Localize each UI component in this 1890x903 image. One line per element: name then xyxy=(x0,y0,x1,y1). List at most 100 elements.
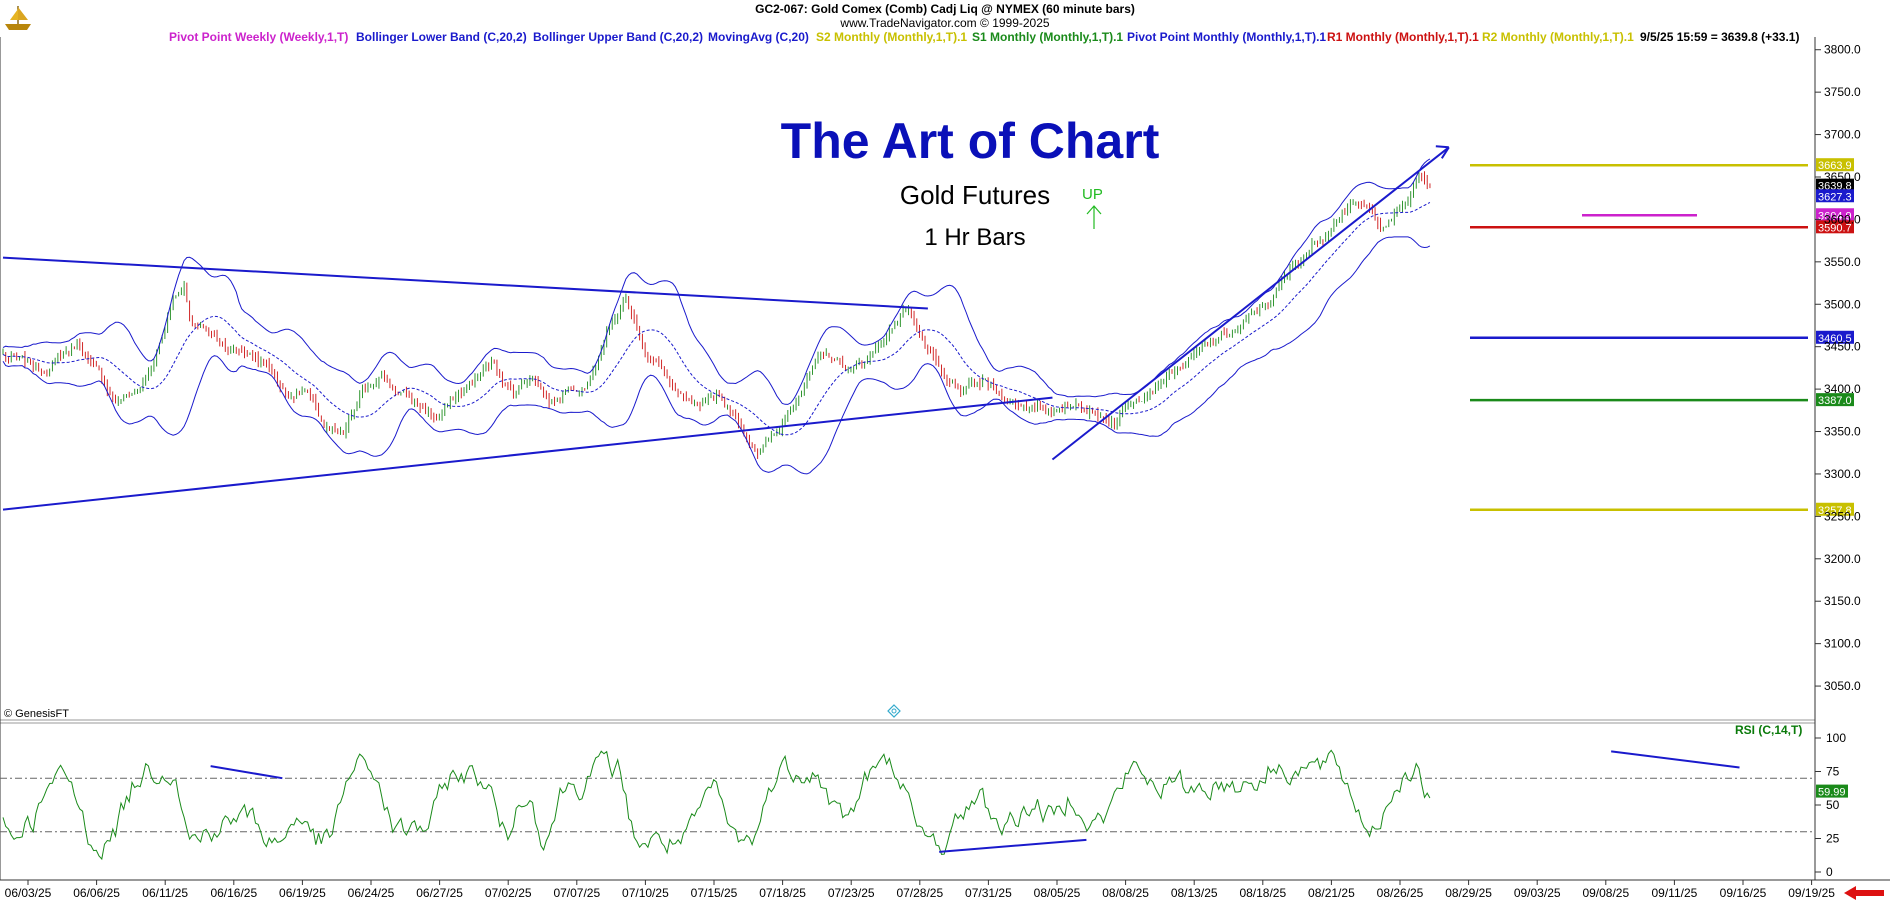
price-tick-label: 3600.0 xyxy=(1824,212,1861,226)
rsi-value-label: 59.99 xyxy=(1818,787,1846,799)
bollinger-upper-line xyxy=(2,158,1431,405)
legend-s2-monthly[interactable]: S2 Monthly (Monthly,1,T).1 xyxy=(816,30,968,44)
legend-pivot-weekly[interactable]: Pivot Point Weekly (Weekly,1,T) xyxy=(169,30,349,44)
price-tick-label: 3300.0 xyxy=(1824,467,1861,481)
bollinger-lower-line xyxy=(2,236,1431,475)
level-value-box xyxy=(1816,158,1854,172)
rsi-tick-label: 100 xyxy=(1826,731,1846,745)
moving-average-line xyxy=(2,201,1431,436)
date-tick-label: 08/13/25 xyxy=(1171,886,1218,900)
date-tick-label: 08/05/25 xyxy=(1034,886,1081,900)
rsi-divergence-line-0 xyxy=(210,765,283,780)
legend-r1-monthly[interactable]: R1 Monthly (Monthly,1,T).1 xyxy=(1327,30,1479,44)
date-tick-label: 06/19/25 xyxy=(279,886,326,900)
date-tick-label: 08/26/25 xyxy=(1377,886,1424,900)
genesis-copyright: © GenesisFT xyxy=(4,708,69,720)
timeframe-subtitle: 1 Hr Bars xyxy=(924,224,1026,251)
scroll-left-arrow-icon[interactable] xyxy=(1842,885,1886,901)
price-tick-label: 3750.0 xyxy=(1824,85,1861,99)
up-marker: UP xyxy=(1082,186,1103,203)
trendline-2 xyxy=(1051,146,1450,461)
date-tick-label: 07/02/25 xyxy=(485,886,532,900)
level-value-label: 3627.3 xyxy=(1818,191,1852,203)
legend-bollinger-lower[interactable]: Bollinger Lower Band (C,20,2) xyxy=(356,30,527,44)
level-value-box xyxy=(1816,502,1854,516)
diamond-crosshair-icon[interactable] xyxy=(887,704,901,718)
level-value-box xyxy=(1816,178,1854,192)
legend-s1-monthly[interactable]: S1 Monthly (Monthly,1,T).1 xyxy=(972,30,1124,44)
price-tick-label: 3250.0 xyxy=(1824,509,1861,523)
ship-logo-icon xyxy=(5,6,31,30)
trendline-1 xyxy=(2,396,1053,511)
price-tick-label: 3500.0 xyxy=(1824,297,1861,311)
rsi-tick-label: 75 xyxy=(1826,765,1840,779)
price-tick-label: 3400.0 xyxy=(1824,382,1861,396)
level-value-label: 3460.5 xyxy=(1818,333,1852,345)
date-tick-label: 09/11/25 xyxy=(1651,886,1697,900)
price-tick-label: 3350.0 xyxy=(1824,425,1861,439)
date-tick-label: 07/23/25 xyxy=(828,886,875,900)
up-arrow-icon xyxy=(1086,205,1102,229)
level-value-box xyxy=(1816,208,1854,222)
price-tick-label: 3700.0 xyxy=(1824,128,1861,142)
date-tick-label: 07/07/25 xyxy=(553,886,600,900)
date-tick-label: 07/18/25 xyxy=(759,886,806,900)
date-tick-label: 06/24/25 xyxy=(348,886,395,900)
indicator-legend: Pivot Point Weekly (Weekly,1,T) Bollinge… xyxy=(0,30,1815,46)
price-tick-label: 3050.0 xyxy=(1824,679,1861,693)
date-tick-label: 06/06/25 xyxy=(73,886,120,900)
chart-title-line: GC2-067: Gold Comex (Comb) Cadj Liq @ NY… xyxy=(755,2,1135,16)
date-tick-label: 09/03/25 xyxy=(1514,886,1561,900)
level-value-label: 3257.8 xyxy=(1818,505,1852,517)
price-tick-label: 3650.0 xyxy=(1824,170,1861,184)
legend-r2-monthly[interactable]: R2 Monthly (Monthly,1,T).1 xyxy=(1482,30,1634,44)
price-tick-label: 3100.0 xyxy=(1824,637,1861,651)
date-tick-label: 07/10/25 xyxy=(622,886,669,900)
rsi-tick-label: 50 xyxy=(1826,798,1840,812)
rsi-tick-label: 0 xyxy=(1826,865,1833,879)
rsi-value-box xyxy=(1816,784,1848,798)
date-tick-label: 07/28/25 xyxy=(896,886,943,900)
rsi-label: RSI (C,14,T) xyxy=(1735,723,1803,737)
chart-copyright-line: www.TradeNavigator.com © 1999-2025 xyxy=(840,16,1050,30)
price-tick-label: 3450.0 xyxy=(1824,340,1861,354)
date-tick-label: 08/18/25 xyxy=(1239,886,1286,900)
level-value-box xyxy=(1816,393,1854,407)
rsi-divergence-line-1 xyxy=(939,838,1087,853)
level-value-label: 3387.0 xyxy=(1818,395,1852,407)
rsi-divergence-line-2 xyxy=(1611,750,1740,769)
legend-bollinger-upper[interactable]: Bollinger Upper Band (C,20,2) xyxy=(533,30,704,44)
date-tick-label: 09/16/25 xyxy=(1720,886,1767,900)
price-tick-label: 3800.0 xyxy=(1824,43,1861,57)
date-tick-label: 09/19/25 xyxy=(1788,886,1835,900)
level-value-label: 3604.9 xyxy=(1818,210,1852,222)
level-value-box xyxy=(1816,330,1854,344)
last-quote: 9/5/25 15:59 = 3639.8 (+33.1) xyxy=(1640,30,1800,44)
legend-pivot-monthly[interactable]: Pivot Point Monthly (Monthly,1,T).1 xyxy=(1127,30,1327,44)
art-of-chart-title: The Art of Chart xyxy=(780,113,1160,169)
level-value-box xyxy=(1816,189,1854,203)
level-value-box xyxy=(1816,220,1854,234)
date-tick-label: 06/16/25 xyxy=(210,886,257,900)
date-tick-label: 08/08/25 xyxy=(1102,886,1149,900)
trendline-0 xyxy=(2,256,928,310)
date-tick-label: 07/15/25 xyxy=(691,886,738,900)
trendline-arrowhead xyxy=(1435,145,1450,159)
rsi-line xyxy=(2,749,1431,861)
level-value-label: 3590.7 xyxy=(1818,222,1852,234)
date-tick-label: 08/29/25 xyxy=(1445,886,1492,900)
price-tick-label: 3550.0 xyxy=(1824,255,1861,269)
instrument-subtitle: Gold Futures xyxy=(899,180,1051,210)
date-tick-label: 07/31/25 xyxy=(965,886,1012,900)
date-tick-label: 08/21/25 xyxy=(1308,886,1355,900)
date-tick-label: 06/27/25 xyxy=(416,886,463,900)
date-tick-label: 06/11/25 xyxy=(142,886,188,900)
date-tick-label: 06/03/25 xyxy=(5,886,52,900)
level-value-label: 3663.9 xyxy=(1818,160,1852,172)
price-tick-label: 3200.0 xyxy=(1824,552,1861,566)
date-tick-label: 09/08/25 xyxy=(1582,886,1629,900)
price-tick-label: 3150.0 xyxy=(1824,594,1861,608)
rsi-tick-label: 25 xyxy=(1826,832,1840,846)
legend-moving-avg[interactable]: MovingAvg (C,20) xyxy=(708,30,809,44)
